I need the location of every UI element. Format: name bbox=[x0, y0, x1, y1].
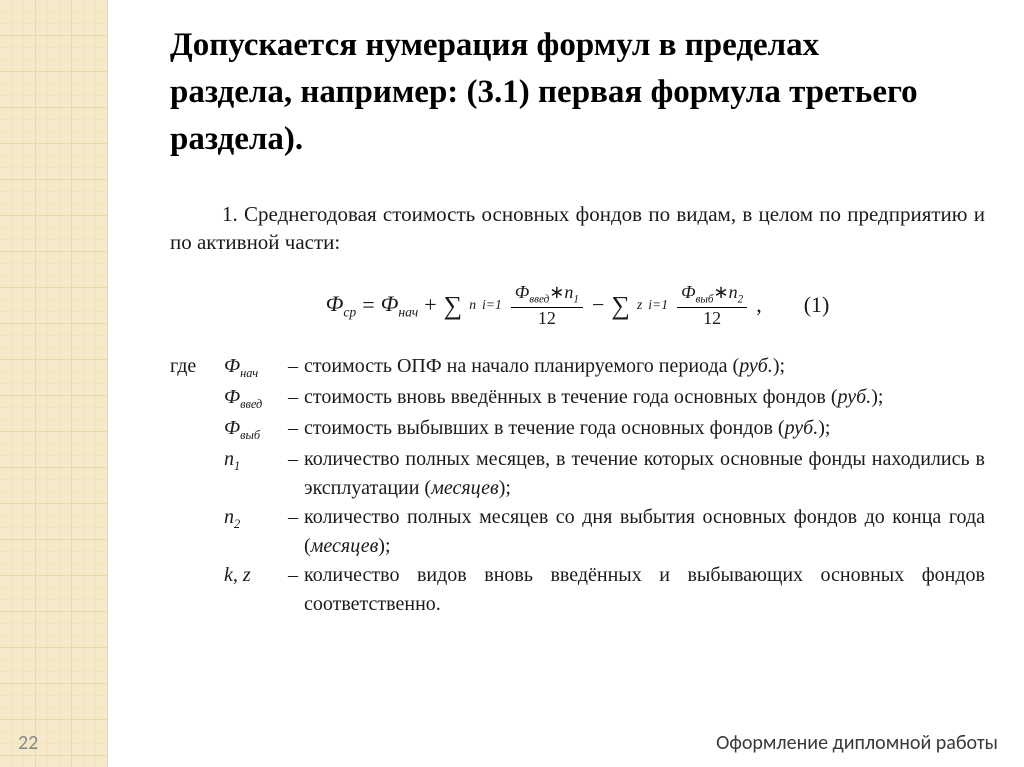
frac1-a-sub: введ bbox=[529, 293, 549, 305]
frac2-op: ∗ bbox=[714, 282, 729, 302]
legend-desc-4-unit: месяцев bbox=[311, 535, 379, 557]
legend-dash-5: – bbox=[288, 561, 304, 619]
frac-1: Фввед∗n1 12 bbox=[511, 283, 583, 328]
legend-sym-4-main: n bbox=[224, 506, 234, 528]
slide: Допускается нумерация формул в пределах … bbox=[0, 0, 1024, 767]
legend-desc-1: стоимость вновь введённых в течение года… bbox=[304, 383, 985, 414]
sigma-1: ∑ bbox=[443, 288, 464, 323]
legend-desc-1-post: ); bbox=[871, 386, 883, 408]
legend-dash-0: – bbox=[288, 352, 304, 383]
legend-sym-2-sub: выб bbox=[240, 428, 260, 442]
sym-phi: Ф bbox=[326, 291, 344, 316]
legend-desc-4: количество полных месяцев со дня выбытия… bbox=[304, 503, 985, 561]
legend-sym-1-main: Ф bbox=[224, 386, 240, 408]
legend-sym-1: Фввед bbox=[224, 383, 288, 414]
legend-dash-2: – bbox=[288, 414, 304, 445]
legend-desc-3-post: ); bbox=[499, 477, 511, 499]
legend-desc-3-pre: количество полных месяцев, в течение кот… bbox=[304, 448, 985, 499]
legend-sym-2: Фвыб bbox=[224, 414, 288, 445]
legend-desc-4-post: ); bbox=[378, 535, 390, 557]
frac2-a: Ф bbox=[681, 282, 695, 302]
frac2-den: 12 bbox=[703, 308, 721, 328]
legend-desc-2: стоимость выбывших в течение года основн… bbox=[304, 414, 985, 445]
legend-sym-0-sub: нач bbox=[240, 366, 258, 380]
sigma-2: ∑ bbox=[610, 288, 631, 323]
legend-desc-3: количество полных месяцев, в течение кот… bbox=[304, 445, 985, 503]
legend-desc-0-post: ); bbox=[773, 355, 785, 377]
slide-body: 1. Среднегодовая стоимость основных фонд… bbox=[170, 200, 985, 619]
sum1-upper: n bbox=[469, 296, 476, 314]
sum2-lower: i=1 bbox=[648, 296, 668, 314]
footer-note: Оформление дипломной работы bbox=[716, 731, 998, 755]
legend-where: где bbox=[170, 352, 224, 381]
equals: = bbox=[362, 290, 374, 320]
legend-sym-3-main: n bbox=[224, 448, 234, 470]
legend-desc-2-post: ); bbox=[818, 417, 830, 439]
sub-nach: нач bbox=[398, 304, 418, 319]
frac-2: Фвыб∗n2 12 bbox=[677, 283, 747, 328]
legend-sym-5: k, z bbox=[224, 561, 288, 619]
frac1-a: Ф bbox=[515, 282, 529, 302]
legend-sym-4: n2 bbox=[224, 503, 288, 561]
frac1-b-sub: 1 bbox=[573, 293, 579, 305]
page-number: 22 bbox=[18, 731, 38, 755]
legend-desc-0-pre: стоимость ОПФ на начало планируемого пер… bbox=[304, 355, 739, 377]
term-nach: Фнач bbox=[381, 289, 419, 322]
formula-lhs: Фср bbox=[326, 289, 357, 322]
legend-sym-3-sub: 1 bbox=[234, 459, 240, 473]
sum1-lower: i=1 bbox=[482, 296, 502, 314]
formula-trail: , bbox=[756, 290, 762, 320]
minus: − bbox=[592, 290, 604, 320]
legend-dash-1: – bbox=[288, 383, 304, 414]
example-paragraph: 1. Среднегодовая стоимость основных фонд… bbox=[170, 200, 985, 257]
plus: + bbox=[424, 290, 436, 320]
legend-sym-4-sub: 2 bbox=[234, 517, 240, 531]
frac2-a-sub: выб bbox=[696, 293, 714, 305]
sym-phi-nach: Ф bbox=[381, 291, 399, 316]
legend-desc-0: стоимость ОПФ на начало планируемого пер… bbox=[304, 352, 985, 383]
legend-desc-3-unit: месяцев bbox=[431, 477, 499, 499]
frac2-b: n bbox=[729, 282, 738, 302]
paragraph-text: Среднегодовая стоимость основных фондов … bbox=[170, 202, 985, 254]
legend-sym-3: n1 bbox=[224, 445, 288, 503]
formula: Фср = Фнач + ∑ni=1 Фввед∗n1 12 − ∑zi=1 Ф… bbox=[170, 283, 985, 328]
frac1-op: ∗ bbox=[549, 282, 564, 302]
legend-sym-0-main: Ф bbox=[224, 355, 240, 377]
frac1-den: 12 bbox=[538, 308, 556, 328]
legend-desc-2-unit: руб. bbox=[785, 417, 819, 439]
legend-desc-4-pre: количество полных месяцев со дня выбытия… bbox=[304, 506, 985, 557]
legend-dash-4: – bbox=[288, 503, 304, 561]
legend-sym-1-sub: введ bbox=[240, 397, 262, 411]
paragraph-number: 1. bbox=[222, 202, 238, 226]
legend-desc-1-pre: стоимость вновь введённых в течение года… bbox=[304, 386, 838, 408]
legend-desc-0-unit: руб. bbox=[739, 355, 773, 377]
legend-desc-5-pre: количество видов вновь введённых и выбыв… bbox=[304, 564, 985, 615]
legend-sym-2-main: Ф bbox=[224, 417, 240, 439]
sub-cr: ср bbox=[343, 304, 356, 319]
legend-sym-5-main: k, z bbox=[224, 564, 251, 586]
legend-desc-5: количество видов вновь введённых и выбыв… bbox=[304, 561, 985, 619]
equation-number: (1) bbox=[804, 290, 830, 320]
legend-desc-2-pre: стоимость выбывших в течение года основн… bbox=[304, 417, 785, 439]
legend-desc-1-unit: руб. bbox=[838, 386, 872, 408]
slide-heading: Допускается нумерация формул в пределах … bbox=[170, 22, 940, 163]
legend-dash-3: – bbox=[288, 445, 304, 503]
side-pattern bbox=[0, 0, 108, 767]
legend-sym-0: Фнач bbox=[224, 352, 288, 383]
legend: где Фнач – стоимость ОПФ на начало плани… bbox=[170, 352, 985, 619]
frac2-b-sub: 2 bbox=[738, 293, 744, 305]
sum2-upper: z bbox=[637, 296, 642, 314]
